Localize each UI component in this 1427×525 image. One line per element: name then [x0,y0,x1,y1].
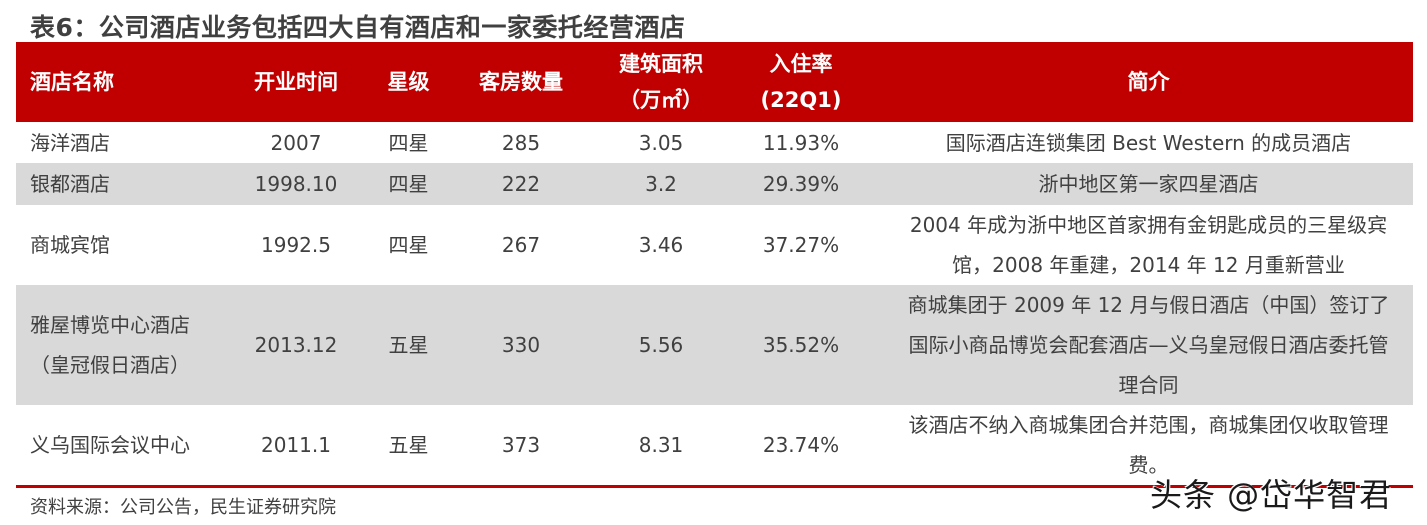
cell-star-rating: 四星 [388,130,429,155]
cell-hotel-name: 银都酒店 [30,172,110,196]
header-label: 开业时间 [254,70,338,94]
hotel-name-alias: （皇冠假日酒店） [30,353,190,377]
cell-room-count: 222 [501,172,541,196]
cell-description: 国际酒店连锁集团 Best Western 的成员酒店 [876,123,1413,163]
cell-hotel-name: 雅屋博览中心酒店 （皇冠假日酒店） [16,305,221,385]
cell-opening-time: 1992.5 [261,233,331,257]
header-occupancy: 入住率 (22Q1) [726,46,876,118]
cell-floor-area: 3.2 [645,172,677,196]
cell-occupancy: 37.27% [762,233,840,257]
header-label: 酒店名称 [30,70,114,94]
cell-floor-area: 3.05 [638,130,684,155]
table-bottom-rule [16,485,1413,488]
cell-star-rating: 五星 [388,433,429,457]
table-row: 海洋酒店 2007 四星 285 3.05 11.93% 国际酒店连锁集团 Be… [16,122,1413,163]
cell-floor-area: 3.46 [638,233,684,257]
table-row: 银都酒店 1998.10 四星 222 3.2 29.39% 浙中地区第一家四星… [16,163,1413,205]
source-note: 资料来源：公司公告，民生证券研究院 [30,497,336,518]
cell-room-count: 373 [501,433,541,457]
description-line: 国际酒店连锁集团 Best Western 的成员酒店 [945,130,1352,155]
cell-opening-time: 2011.1 [261,433,331,457]
description-line: 馆，2008 年重建，2014 年 12 月重新营业 [952,253,1345,277]
cell-star-rating: 五星 [388,333,429,357]
cell-description: 该酒店不纳入商城集团合并范围，商城集团仅收取管理 费。 [876,405,1413,485]
hotel-name-line: 雅屋博览中心酒店 [30,313,190,337]
table-row: 商城宾馆 1992.5 四星 267 3.46 37.27% 2004 年成为浙… [16,205,1413,285]
cell-star-rating: 四星 [388,172,429,196]
cell-hotel-name: 义乌国际会议中心 [30,433,190,457]
header-label: 入住率 [769,52,833,76]
header-label: 建筑面积 [619,52,703,76]
header-room-count: 客房数量 [446,64,596,100]
header-label: 客房数量 [479,70,563,94]
header-label: 简介 [1127,70,1170,94]
header-unit: （万㎡） [619,88,703,112]
header-star-rating: 星级 [371,64,446,100]
cell-room-count: 267 [501,233,541,257]
header-description: 简介 [876,64,1413,100]
description-line: 2004 年成为浙中地区首家拥有金钥匙成员的三星级宾 [909,213,1388,237]
cell-hotel-name: 商城宾馆 [30,233,110,257]
watermark: 头条 @岱华智君 [1150,476,1393,514]
cell-description: 2004 年成为浙中地区首家拥有金钥匙成员的三星级宾 馆，2008 年重建，20… [876,205,1413,285]
table-row: 雅屋博览中心酒店 （皇冠假日酒店） 2013.12 五星 330 5.56 35… [16,285,1413,405]
hotel-table: 酒店名称 开业时间 星级 客房数量 建筑面积 （万㎡） 入住率 (22Q1) 简介 … [16,42,1413,485]
cell-room-count: 330 [501,333,541,357]
cell-description: 商城集团于 2009 年 12 月与假日酒店（中国）签订了 国际小商品博览会配套… [876,285,1413,405]
cell-occupancy: 23.74% [762,433,840,457]
cell-occupancy: 29.39% [762,172,840,196]
description-line: 商城集团于 2009 年 12 月与假日酒店（中国）签订了 [907,293,1390,317]
description-line: 费。 [1128,453,1169,477]
cell-floor-area: 5.56 [638,333,684,357]
description-line: 国际小商品博览会配套酒店—义乌皇冠假日酒店委托管 [908,333,1389,357]
cell-star-rating: 四星 [388,233,429,257]
cell-hotel-name: 海洋酒店 [30,130,110,155]
description-line: 理合同 [1118,373,1179,397]
header-unit: (22Q1) [760,88,842,112]
table-header-row: 酒店名称 开业时间 星级 客房数量 建筑面积 （万㎡） 入住率 (22Q1) 简介 [16,42,1413,122]
cell-opening-time: 1998.10 [254,172,338,196]
header-hotel-name: 酒店名称 [16,64,221,100]
cell-room-count: 285 [501,130,541,155]
cell-occupancy: 11.93% [762,130,840,155]
cell-floor-area: 8.31 [638,433,684,457]
cell-occupancy: 35.52% [762,333,840,357]
cell-opening-time: 2007 [270,130,322,155]
table-row: 义乌国际会议中心 2011.1 五星 373 8.31 23.74% 该酒店不纳… [16,405,1413,485]
cell-description: 浙中地区第一家四星酒店 [876,164,1413,204]
description-line: 该酒店不纳入商城集团合并范围，商城集团仅收取管理 [908,413,1389,437]
table-title: 表6：公司酒店业务包括四大自有酒店和一家委托经营酒店 [30,13,686,42]
header-label: 星级 [387,70,430,94]
description-line: 浙中地区第一家四星酒店 [1038,172,1259,196]
cell-opening-time: 2013.12 [254,333,338,357]
header-opening-time: 开业时间 [221,64,371,100]
header-floor-area: 建筑面积 （万㎡） [596,46,726,118]
